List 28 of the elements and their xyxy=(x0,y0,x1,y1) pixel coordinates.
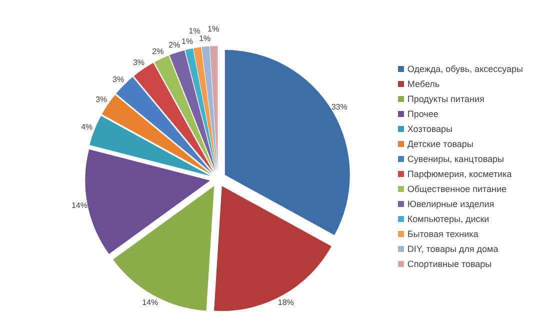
legend-label: Продукты питания xyxy=(407,92,484,106)
data-label: 3% xyxy=(132,58,145,67)
legend-label: Мебель xyxy=(407,78,440,90)
data-label: 14% xyxy=(71,200,88,210)
data-label: 3% xyxy=(112,74,124,84)
data-label: 4% xyxy=(81,122,93,132)
legend-label: Прочее xyxy=(407,108,438,121)
data-label: 1% xyxy=(188,26,200,36)
data-label: 2% xyxy=(152,46,164,56)
legend-label: Ювелирные изделия xyxy=(407,198,494,211)
data-label: 33% xyxy=(331,102,348,112)
legend-label: Хозтовары xyxy=(407,122,453,136)
data-label: 1% xyxy=(208,24,220,34)
data-label: 3% xyxy=(96,95,108,104)
data-label: 18% xyxy=(278,298,294,308)
data-label: 1% xyxy=(198,34,211,44)
legend-label: DIY, товары для дома xyxy=(407,242,498,256)
data-label: 2% xyxy=(168,40,180,50)
legend-label: Общественное питание xyxy=(407,182,507,196)
data-label: 1% xyxy=(181,36,194,46)
legend-label: Сувениры, канцтовары xyxy=(407,152,504,166)
legend-label: Компьютеры, диски xyxy=(407,212,490,226)
legend-label: Спортивные товары xyxy=(407,258,492,271)
legend-label: Бытовая техника xyxy=(407,228,478,240)
legend-label: Одежда, обувь, аксессуары xyxy=(407,62,523,76)
data-label: 14% xyxy=(142,298,158,308)
legend-label: Парфюмерия, косметика xyxy=(407,168,512,181)
legend-label: Детские товары xyxy=(407,138,474,151)
